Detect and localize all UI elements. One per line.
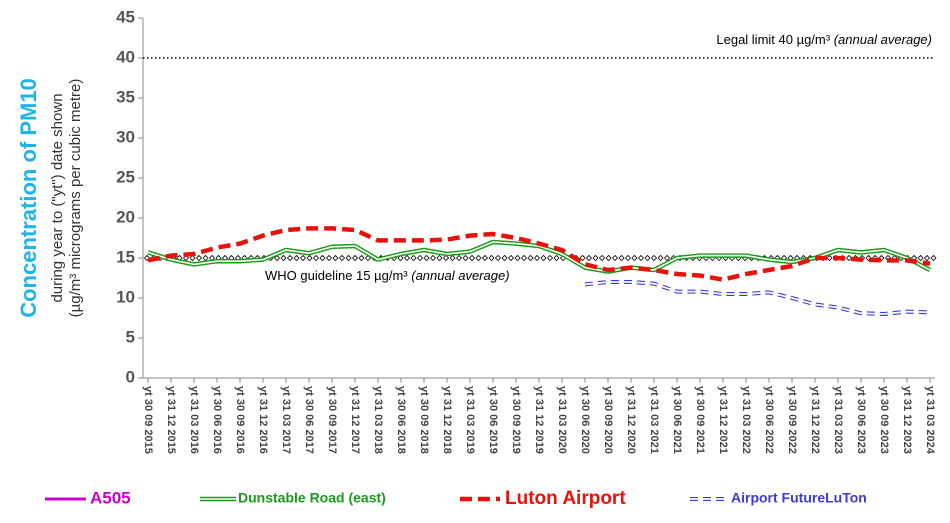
x-tick-label: yt 30 09 2016 [234, 386, 246, 454]
x-tick-label: yt 30 06 2019 [487, 386, 499, 454]
x-tick-label: yt 30 06 2021 [671, 386, 683, 454]
reference-label-note: (annual average) [411, 268, 509, 283]
x-tick-label: yt 30 09 2017 [326, 386, 338, 454]
x-tick-label: yt 30 06 2020 [579, 386, 591, 454]
x-tick-label: yt 31 03 2022 [740, 386, 752, 454]
y-axis-subtitle: during year to ("yt") date shown [49, 93, 66, 302]
y-axis-subtitle: (µg/m³ micrograms per cubic metre) [67, 79, 84, 318]
x-tick-label: yt 31 03 2017 [280, 386, 292, 454]
y-tick-label: 20 [116, 207, 135, 226]
reference-label: WHO guideline 15 µg/m³ (annual average) [265, 268, 510, 283]
x-tick-label: yt 30 09 2021 [694, 386, 706, 454]
y-axis-title: Concentration of PM10 [16, 78, 41, 318]
x-tick-label: yt 30 09 2018 [418, 386, 430, 454]
reference-label-note: (annual average) [834, 32, 932, 47]
y-tick-label: 10 [116, 287, 135, 306]
reference-label-text: Legal limit 40 µg/m³ [716, 32, 830, 47]
series-line [584, 280, 931, 316]
x-tick-label: yt 31 03 2021 [648, 386, 660, 454]
x-tick-label: yt 31 03 2020 [556, 386, 568, 454]
series-line [584, 281, 931, 315]
x-tick-label: yt 31 12 2021 [717, 386, 729, 454]
legend-label: Luton Airport [505, 488, 626, 509]
x-tick-label: yt 30 09 2023 [878, 386, 890, 454]
x-tick-label: yt 31 12 2018 [441, 386, 453, 454]
reference-label-text: WHO guideline 15 µg/m³ [265, 268, 408, 283]
legend-label: Dunstable Road (east) [238, 490, 386, 506]
x-tick-label: yt 30 09 2022 [786, 386, 798, 454]
x-tick-label: yt 30 09 2020 [602, 386, 614, 454]
x-tick-label: yt 30 06 2023 [855, 386, 867, 454]
x-tick-label: yt 31 03 2016 [188, 386, 200, 454]
x-tick-label: yt 31 12 2017 [349, 386, 361, 454]
x-tick-label: yt 30 06 2016 [211, 386, 223, 454]
y-tick-label: 25 [116, 167, 135, 186]
y-tick-label: 0 [126, 367, 135, 386]
x-tick-label: yt 31 03 2019 [464, 386, 476, 454]
y-tick-label: 35 [116, 87, 135, 106]
y-tick-label: 40 [116, 47, 135, 66]
x-tick-label: yt 31 03 2023 [832, 386, 844, 454]
x-tick-label: yt 31 03 2018 [372, 386, 384, 454]
x-tick-label: yt 31 12 2016 [257, 386, 269, 454]
x-tick-label: yt 30 09 2019 [510, 386, 522, 454]
legend-label: A505 [90, 488, 131, 507]
series-line [147, 226, 931, 282]
x-tick-label: yt 30 06 2018 [395, 386, 407, 454]
x-tick-label: yt 31 03 2024 [924, 386, 936, 455]
x-tick-label: yt 31 12 2015 [165, 386, 177, 454]
series-line [147, 241, 931, 273]
y-tick-label: 5 [126, 327, 135, 346]
x-tick-label: yt 30 09 2015 [142, 386, 154, 454]
legend-label: Airport FutureLuTon [731, 490, 867, 506]
y-tick-label: 45 [116, 7, 135, 26]
x-tick-label: yt 31 12 2020 [625, 386, 637, 454]
x-tick-label: yt 30 06 2022 [763, 386, 775, 454]
y-tick-label: 30 [116, 127, 135, 146]
y-tick-label: 15 [116, 247, 135, 266]
reference-label: Legal limit 40 µg/m³ (annual average) [716, 32, 932, 47]
x-tick-label: yt 31 12 2023 [901, 386, 913, 454]
x-tick-label: yt 31 12 2019 [533, 386, 545, 454]
x-tick-label: yt 31 12 2022 [809, 386, 821, 454]
x-tick-label: yt 30 06 2017 [303, 386, 315, 454]
